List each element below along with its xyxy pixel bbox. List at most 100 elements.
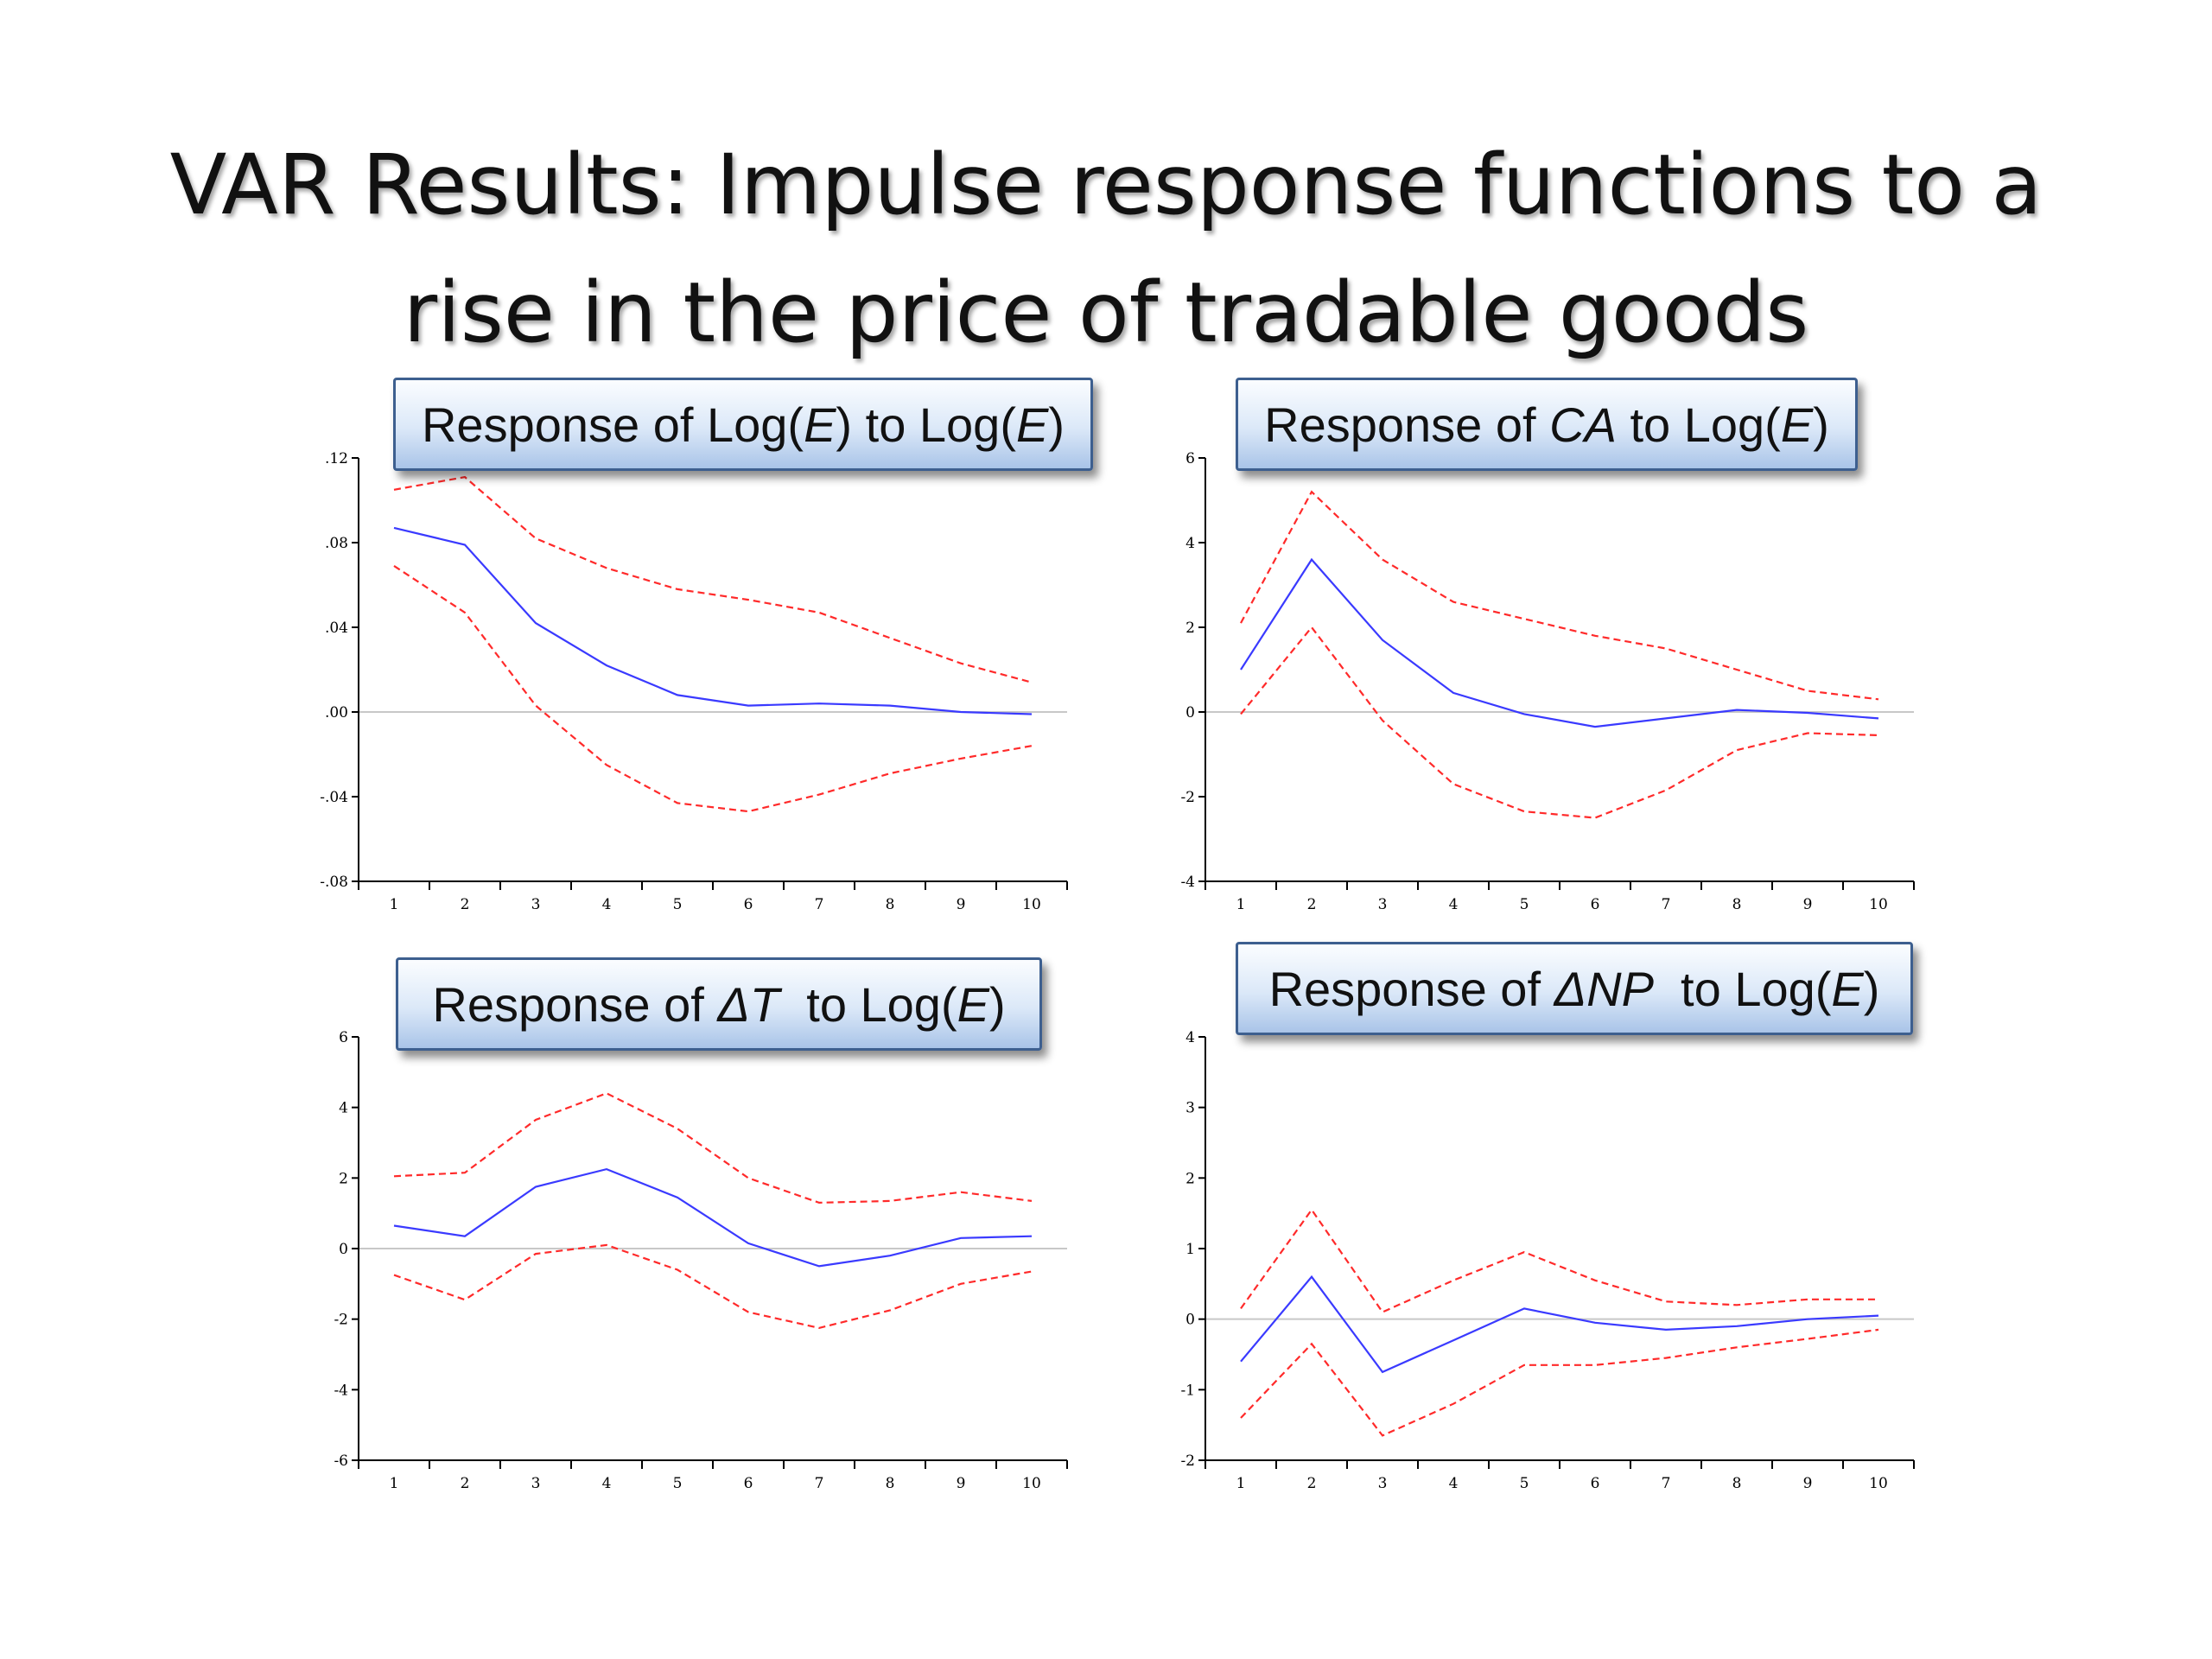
x-tick-label: 7 (1662, 896, 1671, 913)
y-tick-label: -4 (1180, 874, 1195, 891)
x-tick-label: 7 (815, 1475, 824, 1492)
x-tick-label: 8 (1732, 1475, 1742, 1492)
upper-confidence-band (1240, 490, 1879, 701)
y-tick-label: .04 (325, 620, 348, 637)
chart-label-part: E (1831, 961, 1864, 1016)
x-tick-label: 5 (673, 896, 683, 913)
chart-label-part: Response of (1268, 961, 1554, 1016)
x-tick-label: 4 (1449, 1475, 1459, 1492)
y-tick-label: -2 (1180, 789, 1195, 806)
x-tick-label: 2 (461, 896, 470, 913)
y-tick-label: 6 (339, 1029, 348, 1046)
chart-label-part: to Log( (1616, 397, 1781, 452)
chart-log-e-to-log-e: .12 .08 .04 .00 -.04 -.08 1 2 3 4 5 6 7 8 9 10 (320, 450, 1068, 913)
y-tick-label: 2 (1185, 1170, 1195, 1187)
chart-label-part: ) (988, 976, 1006, 1032)
lower-confidence-band (393, 564, 1033, 813)
y-tick-label: -.08 (320, 874, 348, 891)
x-tick-label: 8 (886, 896, 895, 913)
chart-label-part: ) (1863, 961, 1880, 1016)
chart-label-part: E (1015, 397, 1049, 452)
x-tick-label: 1 (390, 896, 399, 913)
title-line-2: rise in the price of tradable goods (403, 264, 1809, 361)
chart-label-part: ) (1813, 397, 1829, 452)
y-tick-label: -1 (1180, 1382, 1195, 1399)
upper-confidence-band (1240, 1208, 1878, 1313)
y-tick-label: 2 (339, 1170, 348, 1187)
y-tick-label: .00 (325, 704, 348, 721)
y-tick-label: 0 (1185, 1312, 1195, 1329)
x-tick-label: 5 (1520, 1475, 1529, 1492)
y-tick-label: 2 (1185, 620, 1195, 637)
x-tick-label: 6 (744, 896, 753, 913)
chart-label-part: ) (1048, 397, 1065, 452)
chart-label-part: ) to Log( (836, 397, 1016, 452)
x-tick-label: 8 (886, 1475, 895, 1492)
chart-label-part: E (957, 976, 989, 1032)
chart-label-part: Response of (432, 976, 718, 1032)
chart-label-part: Response of (1264, 397, 1550, 452)
x-tick-label: 10 (1022, 1475, 1041, 1492)
y-tick-label: .08 (325, 535, 348, 552)
y-tick-label: 0 (1185, 704, 1195, 721)
x-tick-label: 9 (957, 1475, 966, 1492)
y-tick-label: 6 (1185, 450, 1195, 467)
upper-confidence-band (393, 1092, 1033, 1205)
chart-ca-to-log-e: 6 4 2 0 -2 -4 1 2 3 4 5 6 7 8 9 10 (1180, 450, 1915, 913)
lower-confidence-band (1240, 626, 1879, 819)
chart-label-delta-t-to-log-e: Response of ΔT to Log(E) (396, 957, 1042, 1051)
x-tick-label: 2 (1307, 896, 1317, 913)
chart-label-delta-np-to-log-e: Response of ΔNP to Log(E) (1236, 942, 1913, 1035)
chart-delta-t-to-log-e: 6 4 2 0 -2 -4 -6 1 2 3 4 5 6 7 8 9 10 (334, 1029, 1068, 1492)
chart-label-part: Response of Log( (421, 397, 804, 452)
x-tick-label: 4 (602, 1475, 612, 1492)
x-tick-label: 6 (1591, 896, 1600, 913)
upper-confidence-band (393, 475, 1033, 683)
y-tick-label: 4 (1185, 535, 1195, 552)
x-tick-label: 5 (673, 1475, 683, 1492)
chart-label-log-e-to-log-e: Response of Log(E) to Log(E) (393, 378, 1093, 471)
chart-label-part: ΔNP (1554, 961, 1654, 1016)
impulse-response-line (1240, 1274, 1879, 1374)
y-tick-label: -.04 (320, 789, 348, 806)
x-tick-label: 1 (1236, 1475, 1246, 1492)
x-tick-label: 7 (815, 896, 824, 913)
y-tick-label: -6 (334, 1452, 348, 1470)
y-tick-label: -2 (1180, 1452, 1195, 1470)
chart-label-part: to Log( (1653, 961, 1832, 1016)
x-tick-label: 3 (531, 896, 541, 913)
chart-label-part: E (804, 397, 836, 452)
lower-confidence-band (393, 1243, 1033, 1330)
title-line-1: VAR Results: Impulse response functions … (169, 137, 2043, 233)
x-tick-label: 8 (1732, 896, 1742, 913)
x-tick-label: 9 (957, 896, 966, 913)
x-tick-label: 9 (1803, 896, 1813, 913)
slide-title: VAR Results: Impulse response functions … (0, 121, 2212, 377)
x-tick-label: 2 (461, 1475, 470, 1492)
y-tick-label: 4 (339, 1100, 348, 1117)
x-tick-label: 1 (1236, 896, 1246, 913)
x-tick-label: 3 (1378, 1475, 1388, 1492)
x-tick-label: 1 (390, 1475, 399, 1492)
x-tick-label: 2 (1307, 1475, 1317, 1492)
y-tick-label: 4 (1185, 1029, 1195, 1046)
x-tick-label: 3 (531, 1475, 541, 1492)
x-tick-label: 10 (1022, 896, 1041, 913)
y-tick-label: -2 (334, 1312, 348, 1329)
x-tick-label: 6 (1591, 1475, 1600, 1492)
lower-confidence-band (1240, 1328, 1879, 1437)
y-tick-label: -4 (334, 1382, 348, 1399)
y-tick-label: .12 (325, 450, 348, 467)
x-tick-label: 10 (1869, 896, 1888, 913)
x-tick-label: 4 (602, 896, 612, 913)
x-tick-label: 7 (1662, 1475, 1671, 1492)
chart-label-part: ΔT (717, 976, 780, 1032)
impulse-response-line (393, 526, 1033, 715)
chart-label-part: to Log( (779, 976, 957, 1032)
x-tick-label: 3 (1378, 896, 1388, 913)
impulse-response-line (1240, 557, 1879, 728)
chart-label-ca-to-log-e: Response of CA to Log(E) (1236, 378, 1858, 471)
x-tick-label: 10 (1869, 1475, 1888, 1492)
x-tick-label: 9 (1803, 1475, 1813, 1492)
